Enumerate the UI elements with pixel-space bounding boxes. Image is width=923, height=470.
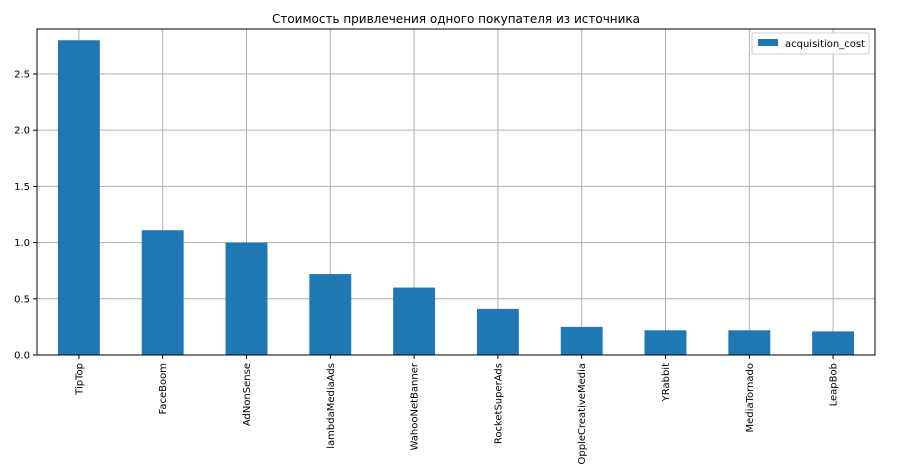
chart-title: Стоимость привлечения одного покупателя … (272, 12, 640, 26)
plot-frame (36, 28, 876, 356)
bar-OppleCreativeMedia (560, 326, 603, 355)
bar-WahooNetBanner (393, 287, 436, 355)
legend-box (751, 32, 870, 55)
bar-AdNonSense (225, 242, 268, 355)
bar-YRabbit (644, 330, 687, 355)
x-tick-label: YRabbit (661, 363, 672, 402)
bar-FaceBoom (141, 230, 184, 355)
x-tick-label: RocketSuperAds (493, 363, 504, 444)
legend-label: acquisition_cost (785, 39, 865, 50)
y-tick-label: 0.0 (14, 351, 30, 362)
y-tick-label: 2.0 (14, 126, 30, 137)
bar-LeapBob (812, 331, 855, 355)
y-tick-label: 1.5 (14, 182, 30, 193)
legend-swatch (758, 39, 778, 46)
bar-lambdaMediaAds (309, 274, 352, 355)
x-tick-label: AdNonSense (242, 363, 253, 426)
y-tick-label: 0.5 (14, 294, 30, 305)
x-tick-label: WahooNetBanner (410, 362, 421, 450)
x-tick-label: lambdaMediaAds (326, 363, 337, 449)
bar-TipTop (57, 40, 100, 355)
y-tick-label: 2.5 (14, 69, 30, 80)
x-axis: TipTop FaceBoom AdNonSense lambdaMediaAds Wa… (74, 355, 840, 464)
y-axis: 0.0 0.5 1.0 1.5 2.0 2.5 (14, 69, 37, 362)
bar-RocketSuperAds (476, 308, 519, 355)
x-tick-label: OppleCreativeMedia (577, 363, 588, 464)
x-tick-label: LeapBob (829, 363, 840, 406)
bar-MediaTornado (728, 330, 771, 355)
legend: acquisition_cost (751, 32, 870, 55)
x-tick-label: TipTop (74, 363, 85, 396)
bars-layer (57, 40, 855, 355)
x-tick-label: FaceBoom (158, 363, 169, 414)
x-tick-label: MediaTornado (745, 363, 756, 432)
y-tick-label: 1.0 (14, 238, 30, 249)
